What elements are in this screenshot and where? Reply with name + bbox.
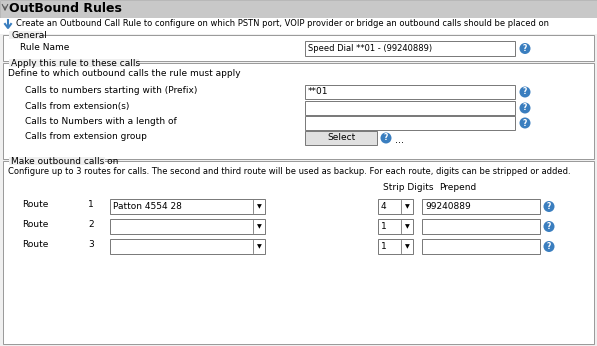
Text: 4: 4	[381, 202, 387, 211]
Circle shape	[519, 43, 531, 54]
Text: 2: 2	[88, 220, 94, 229]
Circle shape	[519, 86, 531, 98]
Text: Patton 4554 28: Patton 4554 28	[113, 202, 182, 211]
Text: Calls to Numbers with a length of: Calls to Numbers with a length of	[25, 117, 177, 126]
Circle shape	[543, 221, 555, 232]
Bar	[422, 219, 540, 234]
Text: Create an Outbound Call Rule to configure on which PSTN port, VOIP provider or b: Create an Outbound Call Rule to configur…	[16, 19, 549, 28]
Text: Strip Digits: Strip Digits	[383, 183, 433, 192]
Text: ...: ...	[395, 135, 404, 145]
Text: Route: Route	[22, 200, 48, 209]
Text: ?: ?	[547, 242, 551, 251]
Circle shape	[543, 241, 555, 252]
Text: Route: Route	[22, 220, 48, 229]
Text: Select: Select	[327, 134, 355, 143]
Bar	[422, 239, 540, 254]
Bar	[0, 0, 597, 18]
Text: OutBound Rules: OutBound Rules	[9, 2, 122, 15]
Text: Rule Name: Rule Name	[20, 43, 69, 52]
Text: ▼: ▼	[405, 244, 410, 249]
Text: ?: ?	[523, 103, 527, 112]
Text: ?: ?	[523, 44, 527, 53]
Text: Calls to numbers starting with (Prefix): Calls to numbers starting with (Prefix)	[25, 86, 198, 95]
Circle shape	[519, 102, 531, 113]
Bar	[305, 116, 515, 130]
Text: ▼: ▼	[405, 204, 410, 209]
Text: ▼: ▼	[405, 224, 410, 229]
Bar	[9, 59, 139, 67]
Bar	[110, 239, 265, 254]
Bar	[422, 199, 540, 214]
Text: Apply this rule to these calls: Apply this rule to these calls	[11, 58, 140, 67]
Text: ?: ?	[547, 202, 551, 211]
Bar	[3, 63, 594, 159]
Bar	[110, 199, 265, 214]
Bar	[9, 157, 106, 165]
Bar	[9, 31, 42, 39]
Text: Speed Dial **01 - (99240889): Speed Dial **01 - (99240889)	[308, 44, 432, 53]
Bar	[305, 131, 377, 145]
Text: Calls from extension group: Calls from extension group	[25, 132, 147, 141]
Text: Make outbound calls on: Make outbound calls on	[11, 156, 118, 165]
Bar	[378, 239, 413, 254]
Text: 1: 1	[381, 222, 387, 231]
Text: 1: 1	[88, 200, 94, 209]
Text: Prepend: Prepend	[439, 183, 476, 192]
Text: 99240889: 99240889	[425, 202, 471, 211]
Circle shape	[543, 201, 555, 212]
Text: 1: 1	[381, 242, 387, 251]
Bar	[378, 199, 413, 214]
Text: ?: ?	[523, 118, 527, 127]
Text: Route: Route	[22, 240, 48, 249]
Bar	[305, 101, 515, 115]
Text: ?: ?	[523, 88, 527, 97]
Bar	[305, 85, 515, 99]
Text: ?: ?	[547, 222, 551, 231]
Text: ▼: ▼	[257, 224, 261, 229]
Text: ▼: ▼	[257, 204, 261, 209]
Bar	[305, 41, 515, 56]
Text: General: General	[11, 30, 47, 39]
Text: **01: **01	[308, 88, 328, 97]
Text: 3: 3	[88, 240, 94, 249]
Bar	[0, 18, 597, 34]
Circle shape	[519, 118, 531, 128]
Bar	[378, 219, 413, 234]
Text: Define to which outbound calls the rule must apply: Define to which outbound calls the rule …	[8, 69, 241, 78]
Text: Calls from extension(s): Calls from extension(s)	[25, 102, 130, 111]
Text: ?: ?	[384, 134, 388, 143]
Bar	[3, 35, 594, 61]
Text: Configure up to 3 routes for calls. The second and third route will be used as b: Configure up to 3 routes for calls. The …	[8, 167, 571, 176]
Circle shape	[380, 133, 392, 144]
Bar	[110, 219, 265, 234]
Text: ▼: ▼	[257, 244, 261, 249]
Bar	[3, 161, 594, 344]
